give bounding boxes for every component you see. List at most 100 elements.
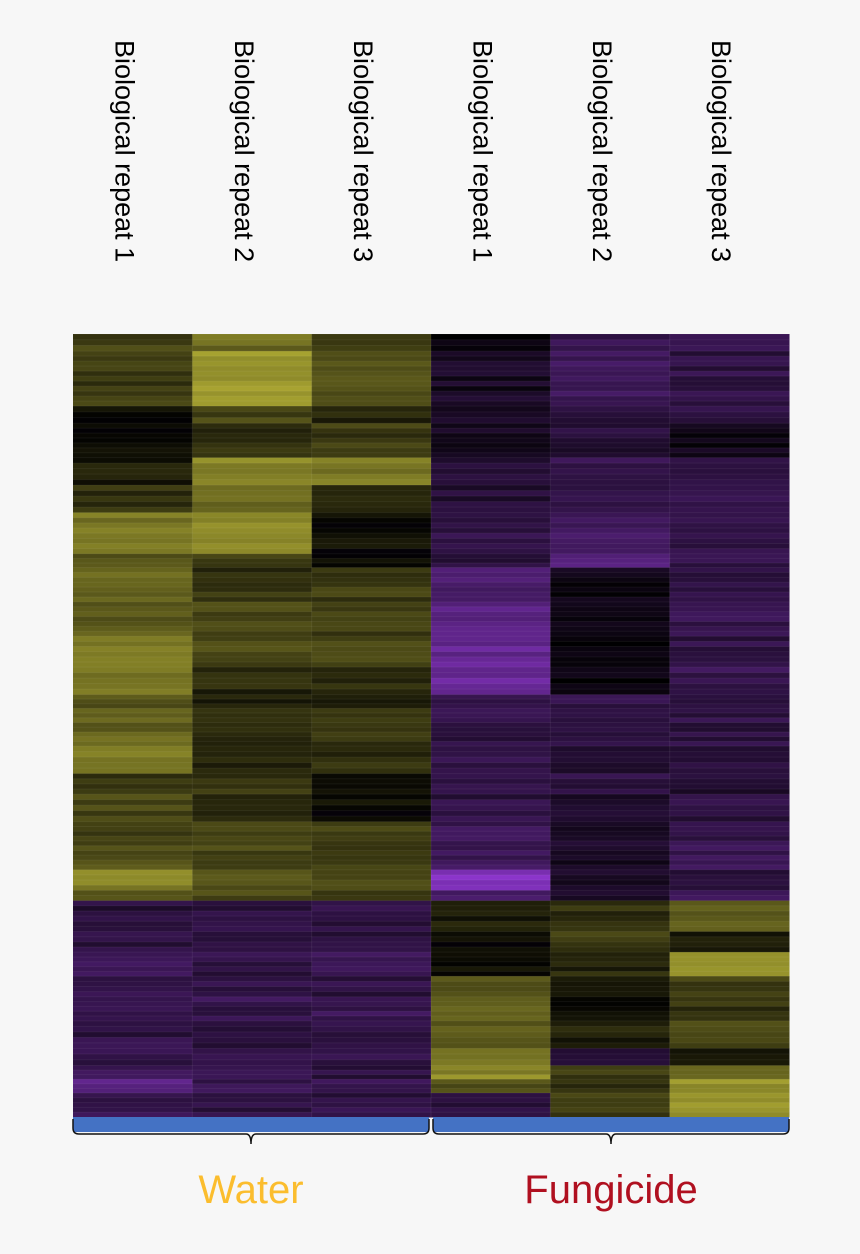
- heatmap-cell: [431, 631, 551, 637]
- heatmap-cell: [311, 789, 432, 795]
- heatmap-cell: [669, 926, 790, 933]
- heatmap-cell: [669, 391, 790, 397]
- heatmap-cell: [192, 1031, 313, 1038]
- heatmap-cell: [669, 417, 790, 424]
- heatmap-cell: [311, 428, 432, 434]
- heatmap-cell: [431, 339, 551, 346]
- heatmap-cell: [192, 616, 313, 622]
- heatmap-cell: [550, 646, 671, 653]
- heatmap-cell: [431, 966, 551, 972]
- heatmap-cell: [669, 582, 790, 588]
- heatmap-cell: [431, 1083, 551, 1089]
- heatmap-cell: [550, 703, 671, 709]
- heatmap-cell: [311, 1070, 432, 1076]
- heatmap-cell: [550, 1074, 671, 1080]
- heatmap-cell: [550, 966, 671, 972]
- heatmap-cell: [311, 621, 432, 627]
- heatmap-cell: [550, 986, 671, 993]
- heatmap-cell: [192, 708, 313, 714]
- heatmap-cell: [311, 553, 432, 559]
- heatmap-cell: [550, 1112, 671, 1118]
- heatmap-cell: [550, 411, 671, 419]
- heatmap-cell: [73, 1048, 193, 1055]
- heatmap-cell: [431, 890, 551, 896]
- heatmap-cell: [669, 1048, 790, 1055]
- heatmap-cell: [669, 501, 790, 508]
- heatmap-cell: [311, 799, 432, 806]
- heatmap-cell: [669, 821, 790, 827]
- heatmap-cell: [311, 816, 432, 823]
- heatmap-cell: [192, 611, 313, 618]
- heatmap-cell: [669, 736, 790, 742]
- heatmap-cell: [73, 768, 193, 775]
- heatmap-cell: [431, 936, 551, 943]
- heatmap-cell: [192, 926, 313, 933]
- heatmap-cell: [73, 447, 193, 454]
- heatmap-cell: [192, 457, 313, 464]
- heatmap-cell: [550, 860, 671, 866]
- heatmap-cell: [431, 356, 551, 362]
- heatmap-cell: [73, 794, 193, 801]
- heatmap-cell: [550, 401, 671, 407]
- heatmap-cell: [192, 1083, 313, 1089]
- heatmap-cell: [550, 596, 671, 603]
- heatmap-cell: [669, 517, 790, 524]
- heatmap-cell: [431, 921, 551, 927]
- heatmap-cell: [550, 496, 671, 503]
- heatmap-cell: [431, 850, 551, 856]
- heatmap-cell: [192, 689, 313, 696]
- heatmap-cell: [311, 895, 432, 902]
- heatmap-cell: [669, 773, 790, 780]
- heatmap-cell: [311, 751, 432, 758]
- heatmap-cell: [669, 457, 790, 464]
- heatmap-cell: [550, 656, 671, 663]
- heatmap-cell: [311, 826, 432, 832]
- heatmap-cell: [550, 678, 671, 685]
- heatmap-cell: [431, 694, 551, 700]
- heatmap-cell: [311, 452, 432, 459]
- heatmap-cell: [73, 831, 193, 837]
- heatmap-cell: [192, 433, 313, 439]
- heatmap-cell: [73, 855, 193, 861]
- heatmap-cell: [431, 826, 551, 832]
- heatmap-cell: [550, 371, 671, 377]
- heatmap-cell: [73, 885, 193, 891]
- heatmap-cell: [431, 1092, 551, 1099]
- heatmap-cell: [431, 562, 551, 569]
- heatmap-cell: [669, 741, 790, 747]
- heatmap-cell: [73, 646, 193, 653]
- heatmap-cell: [431, 601, 551, 608]
- group-label: Water: [198, 1168, 303, 1212]
- heatmap-cell: [550, 553, 671, 559]
- heatmap-cell: [192, 376, 313, 382]
- heatmap-cell: [550, 1006, 671, 1012]
- heatmap-cell: [311, 490, 432, 497]
- heatmap-cell: [431, 490, 551, 497]
- heatmap-cell: [311, 442, 432, 449]
- heatmap-cell: [73, 826, 193, 832]
- heatmap-cell: [311, 496, 432, 503]
- heatmap-cell: [550, 543, 671, 550]
- heatmap-cell: [431, 553, 551, 559]
- heatmap-cell: [73, 1016, 193, 1022]
- heatmap-cell: [311, 921, 432, 927]
- heatmap-cell: [311, 522, 432, 529]
- heatmap-cell: [192, 656, 313, 663]
- heatmap-cell: [73, 703, 193, 709]
- heatmap-cell: [550, 1026, 671, 1033]
- heatmap-cell: [73, 941, 193, 948]
- heatmap-cell: [192, 956, 313, 963]
- heatmap-cell: [192, 991, 313, 998]
- heatmap-cell: [73, 548, 193, 555]
- heatmap-cell: [73, 463, 193, 470]
- heatmap-cell: [431, 621, 551, 627]
- heatmap-cell: [669, 548, 790, 555]
- heatmap-cell: [431, 411, 551, 419]
- heatmap-cell: [192, 528, 313, 534]
- heatmap-cell: [311, 457, 432, 464]
- heatmap-cell: [550, 447, 671, 454]
- heatmap-cell: [550, 631, 671, 637]
- heatmap-cell: [669, 1070, 790, 1076]
- heatmap-cell: [669, 816, 790, 823]
- heatmap-cell: [73, 656, 193, 663]
